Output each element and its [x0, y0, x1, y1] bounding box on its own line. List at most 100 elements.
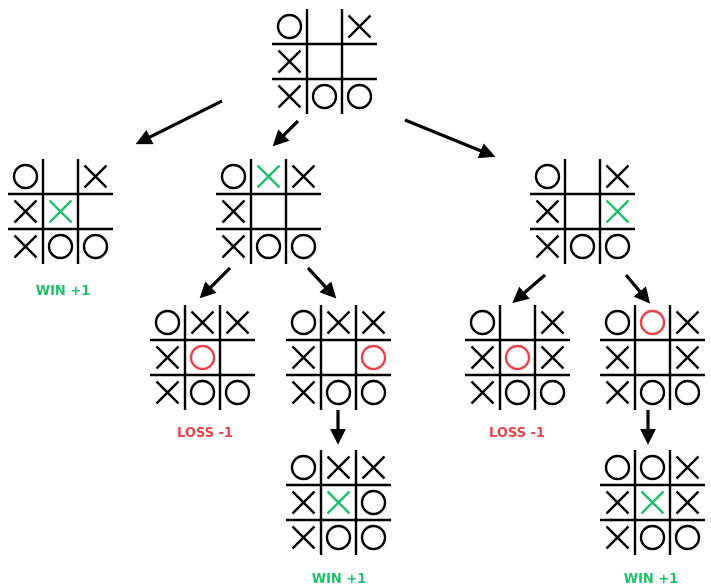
- x-mark: [540, 345, 565, 370]
- o-mark: [189, 379, 216, 406]
- board-middle-right-grandchild: [286, 305, 391, 410]
- o-mark: [325, 524, 352, 551]
- x-mark: [83, 164, 108, 189]
- x-stroke: [155, 345, 180, 370]
- x-mark: [675, 310, 700, 335]
- x-mark: [361, 310, 386, 335]
- x-stroke: [347, 14, 372, 39]
- x-mark: [605, 345, 630, 370]
- x-stroke: [605, 525, 630, 550]
- x-stroke: [361, 310, 386, 335]
- x-mark: [675, 345, 700, 370]
- x-stroke: [155, 380, 180, 405]
- o-mark: [290, 454, 317, 481]
- x-mark: [155, 345, 180, 370]
- x-stroke: [221, 199, 246, 224]
- x-stroke: [470, 345, 495, 370]
- x-stroke: [675, 455, 700, 480]
- x-stroke: [291, 164, 316, 189]
- x-mark: [470, 380, 495, 405]
- x-mark: [605, 490, 630, 515]
- x-mark: [347, 14, 372, 39]
- x-mark: [277, 49, 302, 74]
- board-middle-child: [216, 159, 321, 264]
- x-stroke: [675, 310, 700, 335]
- o-mark: [346, 83, 373, 110]
- x-mark: [470, 345, 495, 370]
- x-mark: [361, 455, 386, 480]
- x-mark: [291, 490, 316, 515]
- x-mark: [221, 234, 246, 259]
- o-mark: [604, 233, 631, 260]
- new-x-mark: [326, 490, 351, 515]
- o-mark: [604, 309, 631, 336]
- x-stroke: [605, 380, 630, 405]
- o-mark: [47, 233, 74, 260]
- x-mark: [13, 234, 38, 259]
- outcome-label-loss: LOSS -1: [177, 426, 233, 441]
- new-o-mark: [639, 309, 666, 336]
- x-stroke: [326, 490, 351, 515]
- o-mark: [276, 13, 303, 40]
- board-right-child: [530, 159, 635, 264]
- x-stroke: [675, 490, 700, 515]
- x-mark: [326, 455, 351, 480]
- x-stroke: [361, 455, 386, 480]
- board-middle-right-leaf: [286, 450, 391, 555]
- x-stroke: [190, 310, 215, 335]
- tree-arrow-4: [199, 266, 232, 299]
- x-mark: [291, 525, 316, 550]
- boards-layer: [8, 9, 705, 555]
- o-mark: [224, 379, 251, 406]
- o-mark: [220, 163, 247, 190]
- o-mark: [290, 309, 317, 336]
- x-stroke: [291, 525, 316, 550]
- x-stroke: [470, 380, 495, 405]
- x-stroke: [48, 199, 73, 224]
- o-mark: [290, 233, 317, 260]
- o-mark: [639, 454, 666, 481]
- new-x-mark: [48, 199, 73, 224]
- tree-arrow-2: [272, 119, 300, 147]
- x-stroke: [291, 345, 316, 370]
- o-mark: [12, 163, 39, 190]
- x-stroke: [221, 234, 246, 259]
- o-mark: [674, 524, 701, 551]
- new-x-mark: [256, 164, 281, 189]
- board-right-right-grandchild: [600, 305, 705, 410]
- x-mark: [291, 380, 316, 405]
- x-mark: [540, 310, 565, 335]
- tree-arrow-1: [135, 99, 223, 145]
- x-stroke: [326, 310, 351, 335]
- arrows-layer: [135, 99, 656, 445]
- x-mark: [277, 84, 302, 109]
- x-stroke: [256, 164, 281, 189]
- x-mark: [291, 164, 316, 189]
- outcome-labels-layer: WIN +1 LOSS -1 LOSS -1 WIN +1 WIN +1: [36, 284, 679, 587]
- tree-arrow-3: [404, 118, 496, 159]
- x-stroke: [13, 234, 38, 259]
- board-left-child: [8, 159, 113, 264]
- o-mark: [639, 379, 666, 406]
- x-stroke: [535, 199, 560, 224]
- x-stroke: [540, 310, 565, 335]
- x-mark: [535, 199, 560, 224]
- new-o-mark: [504, 344, 531, 371]
- o-mark: [255, 233, 282, 260]
- o-mark: [360, 489, 387, 516]
- x-mark: [190, 310, 215, 335]
- o-mark: [604, 454, 631, 481]
- x-mark: [605, 525, 630, 550]
- x-stroke: [13, 199, 38, 224]
- x-stroke: [605, 490, 630, 515]
- x-mark: [155, 380, 180, 405]
- x-stroke: [225, 310, 250, 335]
- o-mark: [639, 524, 666, 551]
- o-mark: [325, 379, 352, 406]
- tree-arrow-6: [512, 273, 547, 304]
- x-mark: [605, 164, 630, 189]
- o-mark: [154, 309, 181, 336]
- new-x-mark: [640, 490, 665, 515]
- o-mark: [360, 379, 387, 406]
